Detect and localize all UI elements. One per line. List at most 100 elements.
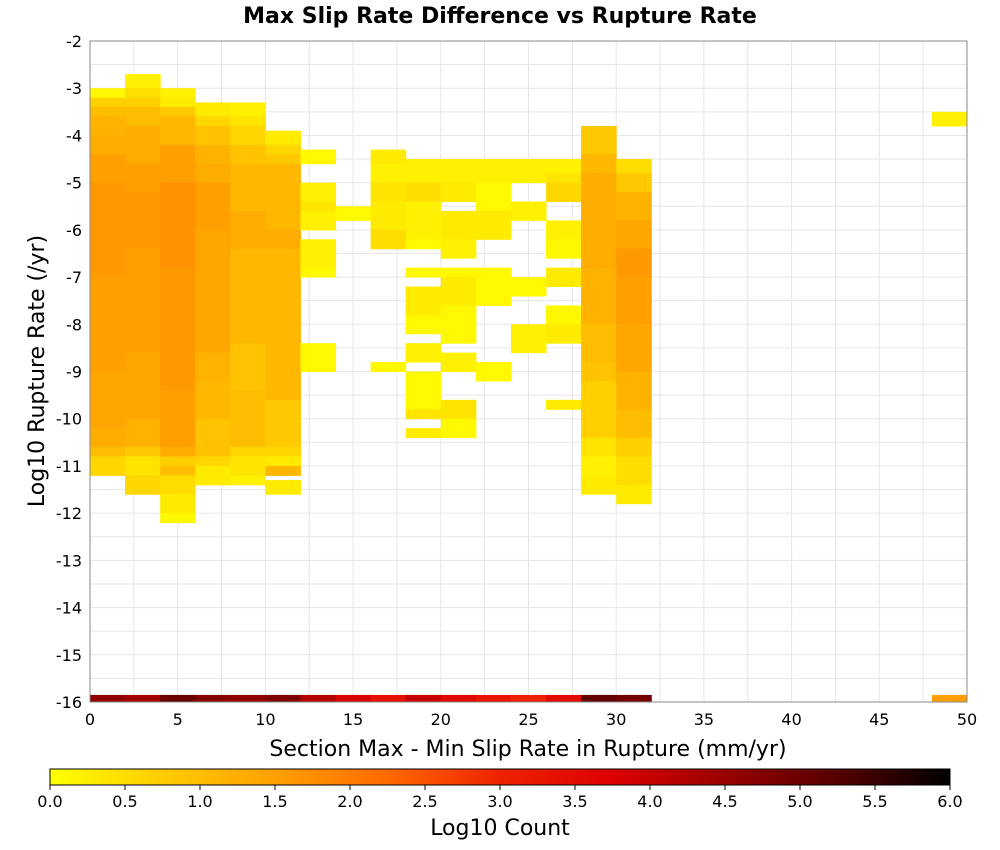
plot-frame <box>89 40 968 703</box>
colorbar-tick-label: 0.5 <box>112 792 137 811</box>
y-tick-label: -9 <box>66 363 82 382</box>
heatmap-cell <box>581 125 617 155</box>
heatmap-cell <box>160 116 196 146</box>
heatmap-cell <box>370 149 407 165</box>
heatmap-cell <box>125 97 161 108</box>
x-tick-label: 15 <box>343 710 363 729</box>
y-tick-label: -15 <box>56 646 82 665</box>
heatmap-cell <box>125 74 161 89</box>
heatmap-cell <box>405 182 442 203</box>
heatmap-cell <box>405 267 442 278</box>
heatmap-cell <box>475 267 512 278</box>
heatmap-cell <box>125 447 161 457</box>
heatmap-cell <box>265 465 301 476</box>
heatmap-cell-bottom <box>616 694 652 702</box>
heatmap-cell <box>160 267 196 391</box>
y-tick-label: -16 <box>56 693 82 712</box>
heatmap-cell <box>125 248 161 354</box>
heatmap-cell <box>125 456 161 476</box>
heatmap-cell <box>90 97 126 108</box>
heatmap-cell-bottom <box>546 694 582 702</box>
heatmap-cell <box>405 201 442 240</box>
heatmap-cell <box>440 399 477 420</box>
heatmap-cell <box>546 267 582 288</box>
y-tick-label: -5 <box>66 174 82 193</box>
heatmap-cell <box>125 418 161 448</box>
heatmap-cell <box>370 229 407 250</box>
heatmap-cell <box>300 239 337 269</box>
heatmap-cell-bottom <box>195 694 231 702</box>
y-axis-label: Log10 Rupture Rate (/yr) <box>25 235 50 507</box>
heatmap-cell <box>405 159 442 184</box>
heatmap-cell <box>230 447 266 457</box>
heatmap-cell <box>160 88 196 99</box>
x-tick-label: 5 <box>173 710 183 729</box>
heatmap-cell <box>475 277 512 306</box>
x-tick-label: 20 <box>431 710 451 729</box>
y-tick-label: -3 <box>66 79 82 98</box>
heatmap-cell-bottom <box>581 694 617 702</box>
heatmap-cell <box>440 159 477 184</box>
heatmap-cell <box>405 371 442 382</box>
heatmap-cell <box>581 475 617 495</box>
heatmap-cell <box>581 154 617 174</box>
y-tick-label: -11 <box>56 457 82 476</box>
y-tick-label: -4 <box>66 126 82 145</box>
heatmap-cell <box>160 456 196 467</box>
heatmap-cell <box>370 163 407 184</box>
heatmap-cell <box>125 192 161 250</box>
heatmap-cell <box>265 163 301 231</box>
heatmap-cell <box>581 362 617 382</box>
chart-title: Max Slip Rate Difference vs Rupture Rate <box>243 4 757 29</box>
heatmap-cell <box>440 418 477 439</box>
heatmap-cell <box>300 149 337 165</box>
heatmap-cell <box>440 267 477 278</box>
heatmap-cell <box>160 447 196 457</box>
heatmap-cell <box>616 192 652 221</box>
heatmap-cell <box>616 277 652 325</box>
heatmap-cell <box>370 201 407 231</box>
colorbar-tick-label: 4.0 <box>637 792 662 811</box>
heatmap-cell <box>125 475 161 495</box>
heatmap-cell-bottom <box>510 694 547 702</box>
heatmap-cell <box>475 182 512 212</box>
heatmap-cell <box>300 343 337 372</box>
heatmap-cell <box>616 484 652 505</box>
heatmap-cell <box>510 277 547 297</box>
heatmap-cell <box>300 267 337 278</box>
heatmap-cell <box>300 182 337 203</box>
heatmap-cell-bottom <box>931 694 968 702</box>
heatmap-cell <box>616 173 652 193</box>
colorbar-tick-label: 5.0 <box>787 792 812 811</box>
heatmap-cell-bottom <box>475 694 512 702</box>
heatmap-cell <box>546 324 582 344</box>
colorbar-tick-label: 3.0 <box>487 792 512 811</box>
heatmap-cell <box>230 390 266 448</box>
heatmap-cell <box>616 324 652 372</box>
y-tick-label: -8 <box>66 315 82 334</box>
heatmap-cell <box>931 111 968 127</box>
heatmap-cell <box>160 513 196 524</box>
y-tick-label: -13 <box>56 551 82 570</box>
heatmap-cell <box>125 163 161 193</box>
heatmap-cell <box>370 362 407 372</box>
heatmap-cell <box>90 88 126 99</box>
y-tick-label: -10 <box>56 410 82 429</box>
heatmap-cell <box>90 116 126 136</box>
heatmap-cell <box>370 182 407 203</box>
heatmap-cell <box>546 399 582 410</box>
heatmap-cell <box>510 324 547 335</box>
heatmap-cell <box>616 437 652 457</box>
heatmap-cell <box>195 418 231 457</box>
heatmap-cell <box>230 144 266 165</box>
heatmap-cell <box>90 447 126 457</box>
heatmap-cell <box>160 465 196 476</box>
heatmap-cells <box>90 74 968 702</box>
heatmap-cell <box>195 116 231 127</box>
heatmap-cell <box>265 154 301 165</box>
x-tick-label: 50 <box>957 710 977 729</box>
y-axis-ticks: -16 -15 -14 -13 -12 -11 -10 -9 -8 -7 -6 -5 -4 -3 -2 <box>56 32 82 712</box>
colorbar-tick-label: 6.0 <box>937 792 962 811</box>
y-tick-label: -2 <box>66 32 82 51</box>
